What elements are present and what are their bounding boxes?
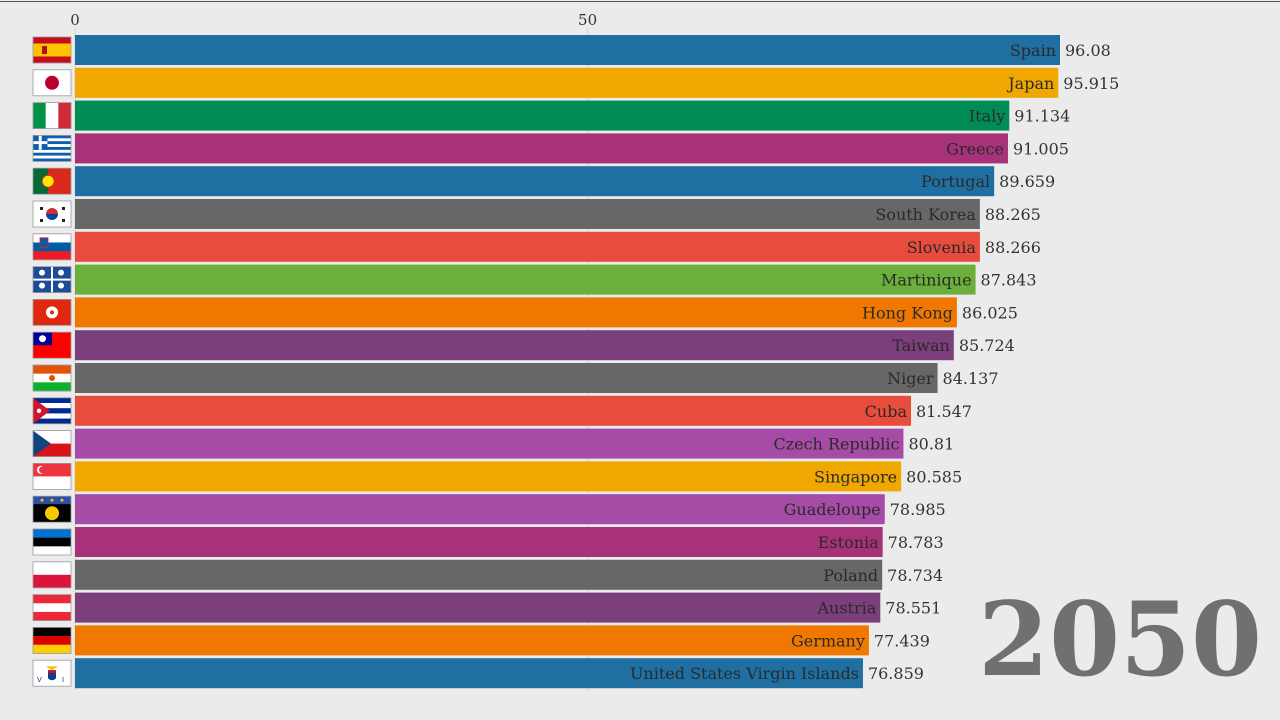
bar-value-label: 91.134 [1014,107,1070,126]
bar [75,559,883,590]
bar-value-label: 85.724 [959,336,1015,355]
bar-name-label: Estonia [818,533,879,552]
bar [75,264,976,295]
bar [75,527,883,557]
flag-guadeloupe-icon [32,495,72,523]
svg-text:V: V [37,676,42,684]
svg-text:I: I [62,676,64,684]
bar-name-label: Poland [823,566,878,585]
flag-taiwan-icon [32,331,72,359]
bar-value-label: 88.266 [985,238,1041,257]
bar-name-label: Niger [887,369,934,388]
bar-name-label: Cuba [865,402,908,421]
bar-name-label: Portugal [921,172,990,191]
bars: Spain 96.08 Japan 95.915 Italy 91.134 Greece 91… [75,35,1119,689]
flag-czech-republic-icon [32,430,72,458]
bar-name-label: United States Virgin Islands [630,664,859,683]
flag-niger-icon [32,364,72,392]
bar [75,133,1008,164]
flag-estonia-icon [32,528,72,556]
bar-value-label: 91.005 [1013,139,1069,158]
flag-cuba-icon [32,397,72,425]
flag-italy-icon [32,102,72,129]
bar [75,395,912,426]
flag-japan-icon [32,69,72,97]
bar-name-label: Austria [816,599,876,618]
bar [75,166,995,197]
bar [75,330,954,361]
bar-name-label: Greece [946,139,1004,158]
flag-singapore-icon [32,462,72,490]
bar-value-label: 88.265 [985,205,1041,224]
bar-name-label: Germany [791,631,865,650]
bar [75,461,902,492]
bar-value-label: 78.985 [890,500,946,519]
flag-south-korea-icon [32,200,72,228]
bar-name-label: Hong Kong [862,303,953,322]
bar-name-label: South Korea [875,205,976,224]
bar [75,592,881,623]
bar-name-label: Czech Republic [773,435,899,454]
bar [75,100,1010,131]
flag-greece-icon [32,134,72,162]
bar-name-label: Martinique [881,271,972,290]
flag-austria-icon [32,594,72,621]
bar-value-label: 80.81 [908,435,954,454]
bar-name-label: Taiwan [892,336,950,355]
x-tick-label: 50 [578,11,597,29]
bar-value-label: 78.551 [885,599,941,618]
bar [75,658,863,689]
bar-name-label: Italy [969,107,1005,126]
flag-hong-kong-icon [32,298,72,326]
bar-value-label: 76.859 [868,664,924,683]
bar [75,363,938,393]
bar [75,428,904,459]
bar-name-label: Spain [1010,41,1056,60]
flag-spain-icon [32,36,72,64]
bar-value-label: 80.585 [906,467,962,486]
bar [75,625,869,656]
bar-value-label: 84.137 [943,369,999,388]
flag-portugal-icon [32,167,72,195]
bar [75,231,980,262]
bar-name-label: Japan [1006,74,1054,93]
bar [75,67,1059,98]
flag-slovenia-icon [32,233,72,261]
bar-value-label: 78.783 [888,533,944,552]
bar-value-label: 81.547 [916,402,972,421]
flag-poland-icon [32,561,72,589]
bar [75,494,885,525]
bar-value-label: 87.843 [981,271,1037,290]
bar [75,199,980,229]
bar-name-label: Singapore [814,467,897,486]
x-tick-label: 0 [70,11,80,29]
bar-value-label: 86.025 [962,303,1018,322]
bar-value-label: 96.08 [1065,41,1111,60]
bar-value-label: 78.734 [887,566,943,585]
flag-martinique-icon [32,266,72,294]
bar-name-label: Slovenia [907,238,977,257]
bar-value-label: 77.439 [874,631,930,650]
bar-value-label: 89.659 [999,172,1055,191]
bar-name-label: Guadeloupe [784,500,881,519]
bar-value-label: 95.915 [1063,74,1119,93]
flag-germany-icon [32,627,72,654]
year-label: 2050 [978,580,1262,700]
bar [75,35,1060,65]
bar [75,297,957,328]
